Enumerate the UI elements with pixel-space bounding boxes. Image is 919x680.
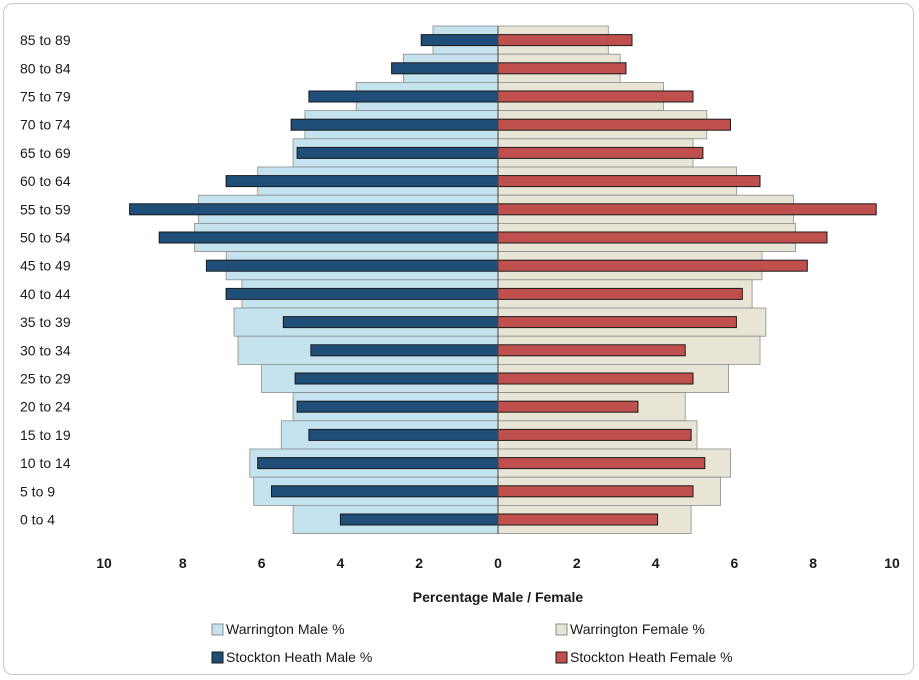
bar-stockton-heath-female-20-to-24 bbox=[497, 400, 639, 413]
y-tick-label-70-to-74: 70 to 74 bbox=[20, 117, 71, 133]
y-tick-label-25-to-29: 25 to 29 bbox=[20, 371, 71, 387]
bar-stockton-heath-male-70-to-74 bbox=[290, 118, 499, 131]
bar-stockton-heath-male-40-to-44 bbox=[225, 287, 499, 300]
y-tick-label-85-to-89: 85 to 89 bbox=[20, 32, 71, 48]
x-tick-label-10: 10 bbox=[884, 555, 900, 571]
bar-stockton-heath-female-40-to-44 bbox=[497, 287, 743, 300]
bar-stockton-heath-male-0-to-4 bbox=[339, 513, 499, 526]
bar-stockton-heath-female-0-to-4 bbox=[497, 513, 659, 526]
legend-swatch-warrington-male bbox=[211, 623, 224, 636]
y-tick-label-30-to-34: 30 to 34 bbox=[20, 342, 71, 358]
y-tick-label-15-to-19: 15 to 19 bbox=[20, 427, 71, 443]
bar-stockton-heath-male-35-to-39 bbox=[282, 316, 499, 329]
x-axis-tick-labels: 10 8 6 4 2 0 2 4 6 8 10 bbox=[96, 555, 900, 571]
bar-stockton-heath-female-50-to-54 bbox=[497, 231, 828, 244]
bar-stockton-heath-male-85-to-89 bbox=[420, 34, 499, 47]
bar-stockton-heath-male-55-to-59 bbox=[129, 203, 499, 216]
y-tick-label-35-to-39: 35 to 39 bbox=[20, 314, 71, 330]
bar-stockton-heath-male-5-to-9 bbox=[271, 485, 499, 498]
bar-stockton-heath-female-85-to-89 bbox=[497, 34, 633, 47]
bar-stockton-heath-female-5-to-9 bbox=[497, 485, 694, 498]
x-tick-label-1: 8 bbox=[179, 555, 187, 571]
bar-stockton-heath-male-20-to-24 bbox=[296, 400, 499, 413]
x-tick-label-5: 0 bbox=[494, 555, 502, 571]
legend-label-stockton-heath-female: Stockton Heath Female % bbox=[570, 649, 733, 665]
bar-stockton-heath-male-10-to-14 bbox=[257, 457, 499, 470]
y-axis-tick-labels: 85 to 89 80 to 84 75 to 79 70 to 74 65 to 69… bbox=[20, 32, 71, 527]
legend-label-warrington-male: Warrington Male % bbox=[226, 621, 345, 637]
x-tick-label-0: 10 bbox=[96, 555, 112, 571]
legend: Warrington Male % Warrington Female % Stoc… bbox=[211, 621, 733, 665]
x-tick-label-2: 6 bbox=[258, 555, 266, 571]
x-tick-label-4: 2 bbox=[415, 555, 423, 571]
legend-swatch-warrington-female bbox=[555, 623, 568, 636]
y-tick-label-75-to-79: 75 to 79 bbox=[20, 89, 71, 105]
legend-label-warrington-female: Warrington Female % bbox=[570, 621, 705, 637]
y-tick-label-20-to-24: 20 to 24 bbox=[20, 399, 71, 415]
bar-stockton-heath-male-60-to-64 bbox=[225, 175, 499, 188]
bar-stockton-heath-male-30-to-34 bbox=[310, 344, 499, 357]
y-tick-label-50-to-54: 50 to 54 bbox=[20, 230, 71, 246]
y-tick-label-10-to-14: 10 to 14 bbox=[20, 455, 71, 471]
x-tick-label-7: 4 bbox=[652, 555, 660, 571]
y-tick-label-0-to-4: 0 to 4 bbox=[20, 512, 55, 528]
bar-stockton-heath-female-70-to-74 bbox=[497, 118, 731, 131]
bar-stockton-heath-female-10-to-14 bbox=[497, 457, 706, 470]
bar-stockton-heath-male-65-to-69 bbox=[296, 146, 499, 159]
legend-swatch-stockton-heath-male bbox=[211, 651, 224, 664]
x-tick-label-3: 4 bbox=[337, 555, 345, 571]
bar-stockton-heath-female-35-to-39 bbox=[497, 316, 737, 329]
y-tick-label-55-to-59: 55 to 59 bbox=[20, 201, 71, 217]
y-tick-label-40-to-44: 40 to 44 bbox=[20, 286, 71, 302]
x-tick-label-9: 8 bbox=[809, 555, 817, 571]
x-axis-title: Percentage Male / Female bbox=[413, 589, 584, 605]
bar-stockton-heath-female-45-to-49 bbox=[497, 259, 808, 272]
bar-stockton-heath-female-75-to-79 bbox=[497, 90, 694, 103]
y-tick-label-5-to-9: 5 to 9 bbox=[20, 483, 55, 499]
bar-stockton-heath-male-15-to-19 bbox=[308, 428, 499, 441]
bar-stockton-heath-female-60-to-64 bbox=[497, 175, 761, 188]
bar-stockton-heath-female-55-to-59 bbox=[497, 203, 877, 216]
bar-stockton-heath-male-50-to-54 bbox=[158, 231, 499, 244]
bar-stockton-heath-male-80-to-84 bbox=[391, 62, 499, 75]
bar-stockton-heath-male-25-to-29 bbox=[294, 372, 499, 385]
bar-stockton-heath-female-65-to-69 bbox=[497, 146, 704, 159]
y-tick-label-80-to-84: 80 to 84 bbox=[20, 60, 71, 76]
x-tick-label-8: 6 bbox=[731, 555, 739, 571]
legend-swatch-stockton-heath-female bbox=[555, 651, 568, 664]
bar-stockton-heath-male-45-to-49 bbox=[205, 259, 499, 272]
legend-label-stockton-heath-male: Stockton Heath Male % bbox=[226, 649, 372, 665]
bar-stockton-heath-female-80-to-84 bbox=[497, 62, 627, 75]
bar-stockton-heath-female-15-to-19 bbox=[497, 428, 692, 441]
x-tick-label-6: 2 bbox=[573, 555, 581, 571]
y-tick-label-60-to-64: 60 to 64 bbox=[20, 173, 71, 189]
y-tick-label-45-to-49: 45 to 49 bbox=[20, 258, 71, 274]
bar-stockton-heath-female-25-to-29 bbox=[497, 372, 694, 385]
y-tick-label-65-to-69: 65 to 69 bbox=[20, 145, 71, 161]
bar-stockton-heath-female-30-to-34 bbox=[497, 344, 686, 357]
bar-stockton-heath-male-75-to-79 bbox=[308, 90, 499, 103]
